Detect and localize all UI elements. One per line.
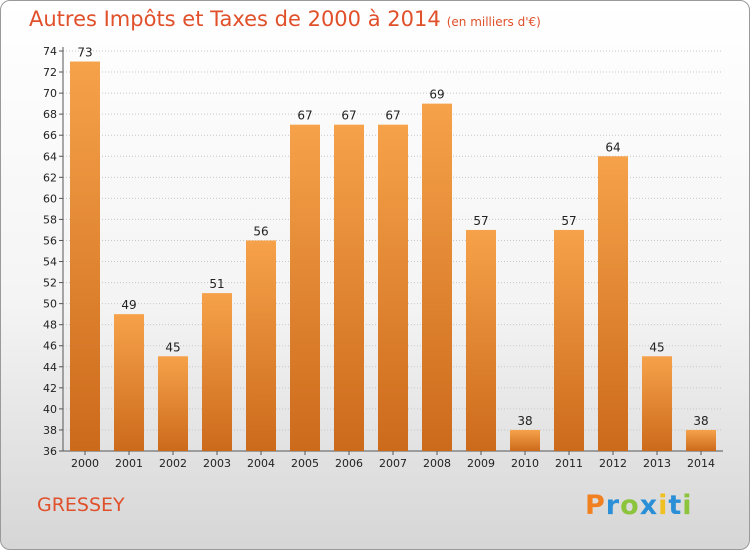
x-tick-label-2012: 2012 <box>599 457 627 470</box>
data-label-2006: 67 <box>341 109 356 123</box>
data-label-2013: 45 <box>649 340 664 354</box>
brand-letter: P <box>585 490 606 521</box>
y-tick-label: 44 <box>43 361 57 374</box>
bar-2006 <box>334 124 364 452</box>
bar-2008 <box>422 103 452 451</box>
data-label-2014: 38 <box>693 414 708 428</box>
bar-2001 <box>114 314 144 451</box>
data-label-2008: 69 <box>429 88 444 102</box>
data-label-2004: 56 <box>253 224 268 238</box>
y-tick-label: 54 <box>43 256 57 269</box>
x-tick-label-2010: 2010 <box>511 457 539 470</box>
x-tick-label-2009: 2009 <box>467 457 495 470</box>
brand-letter: i <box>682 490 693 521</box>
bar-2009 <box>466 229 496 451</box>
y-tick-label: 62 <box>43 171 57 184</box>
brand-letter: x <box>639 490 659 521</box>
bar-2007 <box>378 124 408 452</box>
place-name: GRESSEY <box>37 494 125 516</box>
y-tick-label: 64 <box>43 150 57 163</box>
x-tick-label-2006: 2006 <box>335 457 363 470</box>
y-tick-label: 68 <box>43 108 57 121</box>
y-tick-label: 48 <box>43 319 57 332</box>
y-tick-label: 70 <box>43 87 57 100</box>
data-labels: 73 49 45 51 56 67 67 67 69 57 38 57 64 45 38 <box>77 46 708 428</box>
x-tick-label-2000: 2000 <box>71 457 99 470</box>
x-tick-label-2013: 2013 <box>643 457 671 470</box>
data-label-2001: 49 <box>121 298 136 312</box>
bar-2013 <box>642 356 672 451</box>
chart-title: Autres Impôts et Taxes de 2000 à 2014 (en… <box>29 7 541 31</box>
chart-unit: (en milliers d'€) <box>446 15 541 29</box>
bar-2014 <box>686 429 716 451</box>
y-tick-label: 36 <box>43 445 57 458</box>
x-tick-label-2014: 2014 <box>687 457 715 470</box>
y-tick-label: 40 <box>43 403 57 416</box>
brand-logo: Proxiti <box>585 490 693 521</box>
bar-2012 <box>598 156 628 451</box>
y-tick-label: 66 <box>43 129 57 142</box>
data-label-2011: 57 <box>561 214 576 228</box>
x-tick-label-2003: 2003 <box>203 457 231 470</box>
bar-2011 <box>554 229 584 451</box>
x-tick-label-2002: 2002 <box>159 457 187 470</box>
x-tick-label-2008: 2008 <box>423 457 451 470</box>
data-label-2005: 67 <box>297 109 312 123</box>
brand-letter: r <box>605 490 621 521</box>
y-tick-label: 42 <box>43 382 57 395</box>
bar-2003 <box>202 293 232 451</box>
y-tick-label: 52 <box>43 277 57 290</box>
y-tick-label: 50 <box>43 298 57 311</box>
bar-2010 <box>510 429 540 451</box>
x-axis-ticks: 2000 2001 2002 2003 2004 2005 2006 2007 2008 2009… <box>71 451 715 470</box>
brand-letter: t <box>668 490 683 521</box>
y-tick-label: 56 <box>43 234 57 247</box>
data-label-2002: 45 <box>165 340 180 354</box>
y-tick-label: 38 <box>43 424 57 437</box>
x-tick-label-2001: 2001 <box>115 457 143 470</box>
y-tick-label: 58 <box>43 213 57 226</box>
data-label-2003: 51 <box>209 277 224 291</box>
chart-title-text: Autres Impôts et Taxes de 2000 à 2014 <box>29 7 441 31</box>
x-tick-label-2005: 2005 <box>291 457 319 470</box>
y-axis-ticks: 36 38 40 42 44 46 48 50 52 54 56 58 60 62 64 66 68 70 72 74 <box>43 45 63 458</box>
bar-2004 <box>246 240 276 451</box>
data-label-2010: 38 <box>517 414 532 428</box>
data-label-2012: 64 <box>605 140 620 154</box>
y-tick-label: 46 <box>43 340 57 353</box>
data-label-2000: 73 <box>77 46 92 60</box>
y-tick-label: 60 <box>43 192 57 205</box>
bar-2000 <box>70 61 100 452</box>
data-label-2007: 67 <box>385 109 400 123</box>
y-tick-label: 74 <box>43 45 57 58</box>
bar-2002 <box>158 356 188 451</box>
brand-letter: i <box>658 490 669 521</box>
y-tick-label: 72 <box>43 66 57 79</box>
x-tick-label-2004: 2004 <box>247 457 275 470</box>
bars <box>70 61 716 452</box>
x-tick-label-2011: 2011 <box>555 457 583 470</box>
brand-letter: o <box>620 490 640 521</box>
bar-2005 <box>290 124 320 452</box>
x-tick-label-2007: 2007 <box>379 457 407 470</box>
data-label-2009: 57 <box>473 214 488 228</box>
